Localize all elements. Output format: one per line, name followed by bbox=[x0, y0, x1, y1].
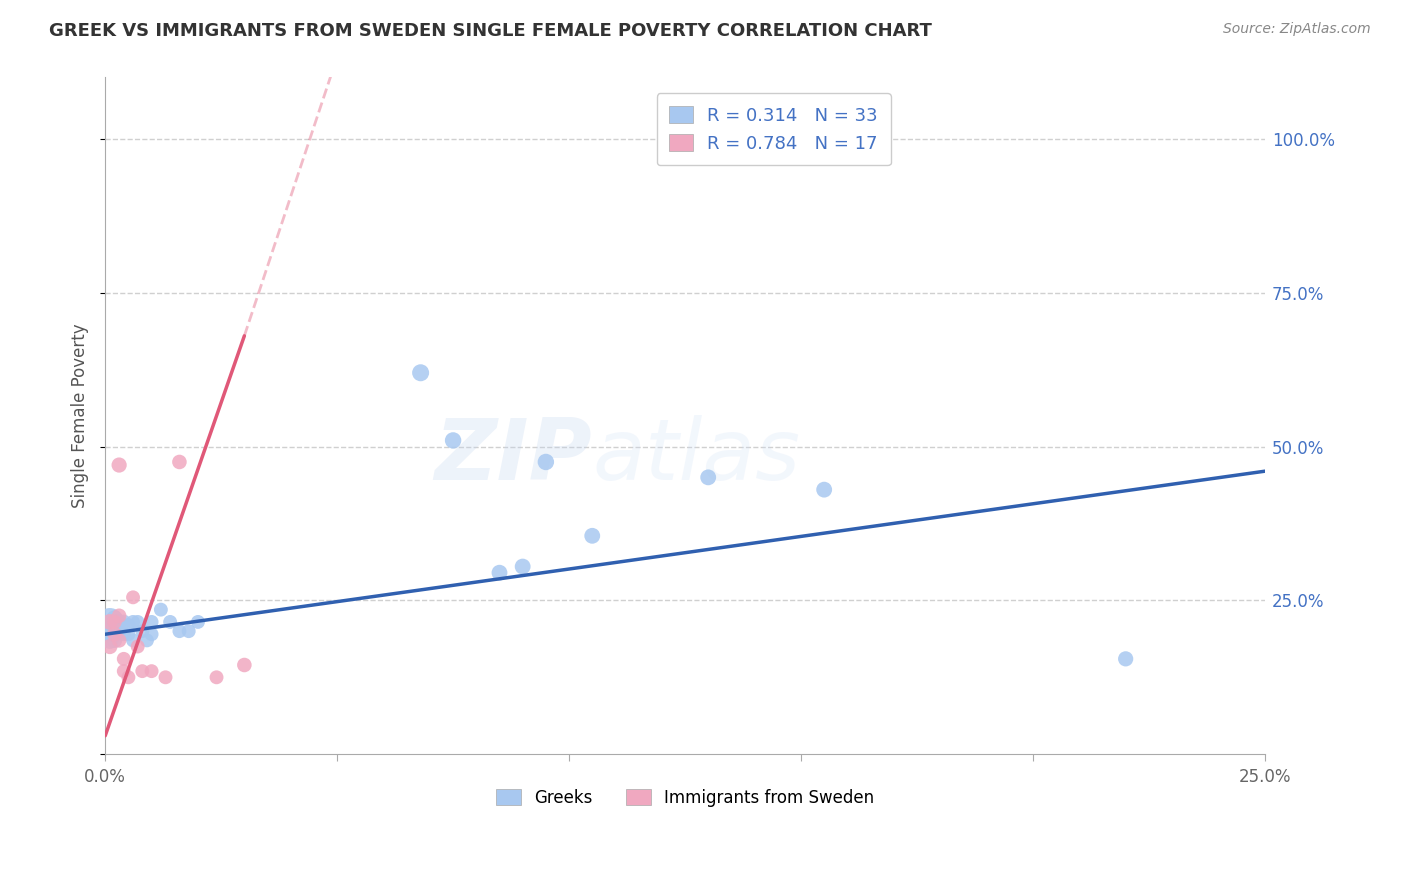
Point bbox=[103, 627, 125, 641]
Point bbox=[108, 608, 131, 623]
Point bbox=[127, 615, 149, 629]
Point bbox=[122, 633, 145, 648]
Text: atlas: atlas bbox=[592, 415, 800, 498]
Point bbox=[141, 615, 163, 629]
Point bbox=[141, 627, 163, 641]
Point bbox=[697, 470, 720, 484]
Text: Source: ZipAtlas.com: Source: ZipAtlas.com bbox=[1223, 22, 1371, 37]
Point bbox=[813, 483, 835, 497]
Point bbox=[136, 633, 159, 648]
Point bbox=[122, 591, 145, 605]
Point bbox=[512, 559, 534, 574]
Point bbox=[117, 670, 139, 684]
Point bbox=[117, 618, 139, 632]
Point bbox=[98, 624, 121, 639]
Point bbox=[155, 670, 177, 684]
Point bbox=[131, 624, 153, 639]
Point bbox=[98, 615, 121, 629]
Point bbox=[177, 624, 200, 639]
Point bbox=[488, 566, 510, 580]
Point bbox=[581, 529, 603, 543]
Point bbox=[149, 602, 172, 616]
Point bbox=[112, 664, 135, 678]
Point bbox=[103, 633, 125, 648]
Point bbox=[169, 455, 191, 469]
Point bbox=[103, 612, 125, 626]
Point bbox=[409, 366, 432, 380]
Point bbox=[103, 615, 125, 629]
Point bbox=[141, 664, 163, 678]
Point bbox=[112, 652, 135, 666]
Point bbox=[127, 640, 149, 654]
Point bbox=[122, 615, 145, 629]
Point bbox=[441, 434, 464, 448]
Point bbox=[1115, 652, 1137, 666]
Y-axis label: Single Female Poverty: Single Female Poverty bbox=[72, 324, 89, 508]
Point bbox=[108, 624, 131, 639]
Point bbox=[534, 455, 557, 469]
Point bbox=[112, 627, 135, 641]
Point bbox=[233, 658, 256, 673]
Legend: Greeks, Immigrants from Sweden: Greeks, Immigrants from Sweden bbox=[489, 782, 882, 814]
Point bbox=[117, 627, 139, 641]
Point bbox=[187, 615, 209, 629]
Point bbox=[108, 615, 131, 629]
Point bbox=[98, 633, 121, 648]
Point bbox=[108, 633, 131, 648]
Point bbox=[108, 458, 131, 472]
Text: GREEK VS IMMIGRANTS FROM SWEDEN SINGLE FEMALE POVERTY CORRELATION CHART: GREEK VS IMMIGRANTS FROM SWEDEN SINGLE F… bbox=[49, 22, 932, 40]
Point bbox=[112, 615, 135, 629]
Point bbox=[98, 640, 121, 654]
Point bbox=[98, 615, 121, 629]
Point bbox=[103, 627, 125, 641]
Point bbox=[131, 664, 153, 678]
Text: ZIP: ZIP bbox=[434, 415, 592, 498]
Point bbox=[205, 670, 228, 684]
Point bbox=[169, 624, 191, 639]
Point bbox=[159, 615, 181, 629]
